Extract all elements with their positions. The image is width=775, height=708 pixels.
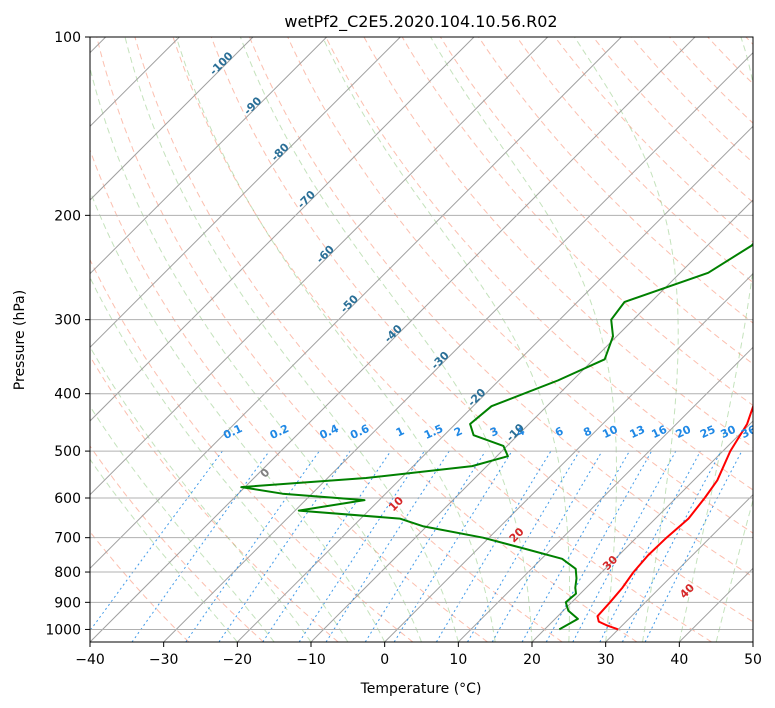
x-tick-label: 10 [449,652,467,668]
mixing-ratio-label: 10 [600,423,620,441]
isotherm [163,51,753,642]
temperature-line [596,403,753,631]
mixing-ratio-line [467,450,580,642]
y-tick-label: 100 [54,30,81,46]
isotherm [90,37,401,349]
mixing-ratio-line [545,450,653,642]
mixing-ratio-label: 36 [739,423,759,441]
moist-adiabat [175,37,496,642]
dry-adiabat [249,37,753,578]
isotherm [90,37,549,496]
x-tick-label: 40 [670,652,688,668]
mixing-ratio-line [435,450,552,642]
mixing-ratio-line [521,450,630,642]
y-axis-label: Pressure (hPa) [12,290,28,390]
mixing-ratio-label: 25 [698,423,717,441]
moist-adiabat [90,65,422,642]
x-tick-label: 20 [523,652,541,668]
plot-frame [89,36,754,643]
x-tick-label: −20 [223,652,253,668]
dry-adiabat [210,37,753,623]
mixing-ratio-line [599,450,701,642]
isotherm [90,37,696,642]
moist-adiabat [430,37,617,642]
x-axis-label: Temperature (°C) [360,681,482,697]
y-tick-label: 1000 [45,622,81,638]
x-tick-label: −40 [75,652,105,668]
isotherm [605,493,753,642]
moist-adiabat [124,37,459,642]
x-tick-label: 50 [744,652,762,668]
mixing-ratio-line [621,450,722,642]
isotherm [384,272,753,642]
x-tick-label: 0 [380,652,389,668]
mixing-ratio-line [572,450,677,642]
y-tick-label: 400 [54,387,81,403]
mixing-ratio-line [325,450,450,642]
y-tick-label: 800 [54,565,81,581]
dry-adiabat [134,37,638,642]
mixing-ratio-line [644,450,743,642]
isotherm [90,37,254,201]
isotherm [90,37,475,422]
x-tick-label: −10 [296,652,326,668]
x-tick-label: −30 [149,652,179,668]
y-tick-label: 900 [54,595,81,611]
moist-adiabat [574,37,679,642]
dry-adiabat [287,37,753,534]
mixing-ratio-label: 30 [718,423,738,441]
background-lines [90,37,753,642]
mixing-ratio-label: 13 [628,423,647,441]
isotherm [90,37,328,275]
dry-adiabat [325,37,753,491]
moist-adiabat [90,189,386,642]
mixing-ratio-line [131,450,270,642]
mixing-ratio-label: 20 [674,423,694,441]
isotherm [531,420,753,642]
dry-adiabat [90,258,414,642]
isotherm [310,199,753,642]
moist-adiabat [239,37,533,642]
mixing-ratio-line [364,450,486,642]
sounding-profiles [240,242,753,631]
dry-adiabat [90,445,264,642]
dry-adiabat [96,37,563,642]
moist-adiabat [90,458,238,642]
x-tick-label: 30 [597,652,615,668]
mixing-ratio-line [491,450,603,642]
dewpoint-line [240,242,753,631]
y-tick-label: 300 [54,313,81,329]
isotherm [236,125,753,642]
y-tick-label: 500 [54,444,81,460]
mixing-ratio-label: 16 [650,423,670,441]
mixing-ratio-line [298,450,425,642]
y-tick-label: 200 [54,208,81,224]
moist-adiabat [90,276,349,642]
mixing-ratio-line [393,450,513,642]
y-tick-label: 600 [54,491,81,507]
isotherm [90,37,622,570]
mixing-ratio-line [185,450,320,642]
dry-adiabat [172,37,712,642]
y-axis: 1000 900 800 700 600 500 400 300 200 100 [45,30,90,638]
moist-adiabat [678,37,753,642]
dry-adiabat [516,37,753,284]
x-axis: −40 −30 −20 −10 0 10 20 30 40 50 [75,642,762,668]
moist-adiabat [90,405,275,642]
pressure-gridlines [90,37,753,630]
moist-adiabat [715,498,753,642]
mixing-ratio-line [90,450,223,632]
isotherm [457,346,753,642]
chart-title: wetPf2_C2E5.2020.104.10.56.R02 [284,12,557,32]
y-tick-label: 700 [54,531,81,547]
